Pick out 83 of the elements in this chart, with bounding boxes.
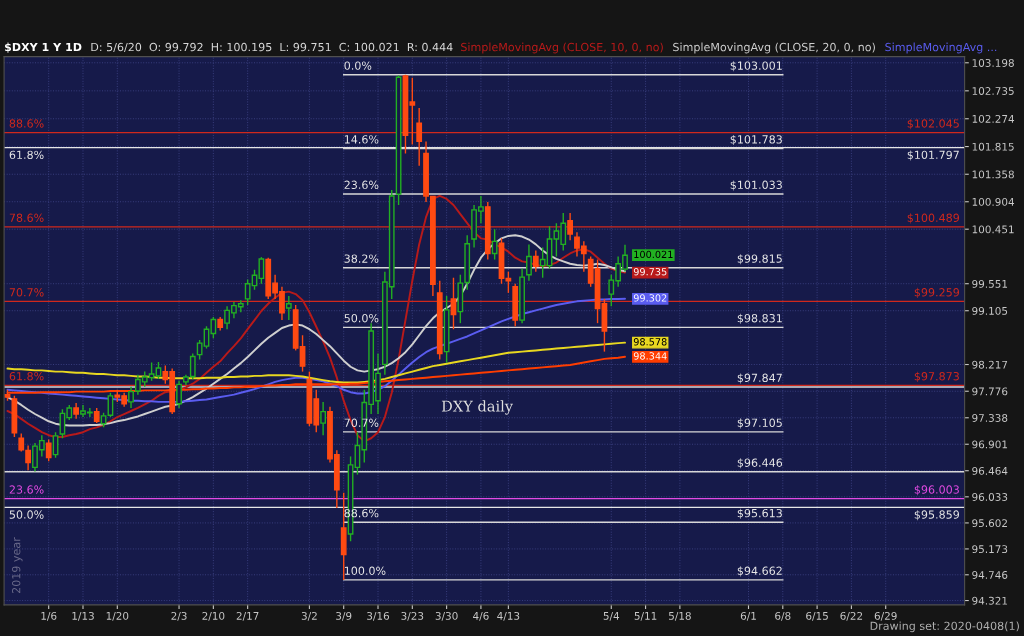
annotation: $103.001 [730, 61, 782, 72]
x-tick-label: 3/23 [401, 611, 424, 621]
x-tick-label: 3/30 [435, 611, 458, 621]
text: SimpleMovingAvg ... [885, 42, 997, 54]
x-tick-label: 3/2 [301, 611, 317, 621]
x-tick-label: 5/4 [603, 612, 620, 621]
annotation: 61.8% [9, 372, 44, 381]
x-tick-label: 2/3 [171, 611, 187, 621]
x-tick-label: 2/10 [202, 611, 225, 621]
data-label: 98.344 [633, 352, 667, 360]
annotation: $95.613 [737, 508, 782, 519]
annotation: $101.033 [730, 180, 782, 191]
annotation: $98.831 [737, 313, 782, 324]
y-tick-label: 99.105 [972, 306, 1008, 315]
y-tick-label: 100.451 [972, 225, 1014, 234]
x-tick-label: 6/8 [775, 611, 791, 621]
text: 100.021 [634, 250, 673, 259]
x-tick-label: 1/20 [106, 611, 129, 621]
x-tick-label: 3/16 [367, 611, 390, 621]
ref-line-label: $101.797 [907, 150, 959, 161]
y-tick-label: 101.358 [972, 170, 1014, 179]
annotation: DXY daily [441, 400, 514, 415]
x-tick-label: 3/9 [336, 611, 352, 621]
x-tick-label: 1/13 [72, 611, 94, 621]
x-tick-label: 5/18 [668, 611, 691, 621]
x-tick-label: 6/22 [840, 611, 863, 621]
ref-line-label: $99.259 [914, 287, 960, 298]
chart-subtitle: D: 5/6/20 O: 99.792 H: 100.195 L: 99.751 C: 100.021 R: 0.444 [91, 42, 453, 53]
annotation: 23.6% [344, 180, 379, 189]
annotation: 2019 year [11, 537, 23, 594]
y-tick-label: 96.901 [972, 440, 1008, 449]
y-tick-label: 100.904 [972, 197, 1015, 206]
x-tick-label: 4/13 [497, 611, 520, 621]
annotation: 50.0% [9, 510, 44, 519]
y-tick-label: 97.776 [972, 387, 1008, 396]
x-tick-label: 6/1 [740, 611, 756, 621]
x-tick-label: 1/6 [41, 611, 57, 621]
annotation: 0.0% [344, 61, 372, 70]
annotation: 88.6% [9, 119, 44, 128]
x-tick-label: 2/17 [236, 611, 259, 621]
annotation: $99.815 [737, 254, 782, 265]
y-tick-label: 96.464 [972, 466, 1008, 475]
data-label: 99.735 [633, 268, 667, 276]
data-label: 98.578 [633, 338, 667, 346]
chart-title: $DXY 1 Y 1D [4, 42, 82, 53]
y-tick-label: 99.551 [972, 279, 1008, 288]
ref-line-label: $100.489 [907, 213, 960, 224]
annotation: 70.7% [9, 288, 44, 297]
annotation: $96.446 [737, 458, 783, 469]
y-tick-label: 103.198 [972, 59, 1014, 67]
y-tick-label: 101.815 [972, 142, 1014, 151]
y-tick-label: 96.033 [972, 493, 1008, 501]
ref-line-label: $97.873 [914, 371, 959, 382]
annotation: 23.6% [9, 485, 44, 494]
ref-line-label: $96.003 [914, 485, 959, 496]
text: SimpleMovingAvg (CLOSE, 20, 0, no) [673, 42, 875, 54]
ref-line-label: $102.045 [907, 119, 959, 130]
annotation: 100.0% [344, 566, 386, 575]
annotation: $97.847 [737, 373, 782, 384]
annotation: 14.6% [344, 135, 379, 144]
text: Drawing set: 2020-0408(1) [870, 621, 1019, 633]
text: SimpleMovingAvg (CLOSE, 10, 0, no) [461, 42, 663, 54]
annotation: $94.662 [737, 566, 782, 577]
annotation: $97.105 [737, 418, 782, 429]
x-tick-label: 4/6 [473, 611, 489, 621]
x-tick-label: 5/11 [634, 612, 657, 621]
x-tick-label: 6/29 [874, 611, 897, 621]
y-tick-label: 102.274 [972, 114, 1015, 123]
ref-line-label: $95.859 [914, 510, 960, 521]
annotation: 50.0% [344, 313, 379, 323]
y-tick-label: 94.746 [972, 571, 1008, 579]
y-tick-label: 94.321 [972, 596, 1008, 605]
y-tick-label: 95.173 [972, 545, 1008, 554]
y-tick-label: 98.217 [972, 360, 1008, 369]
annotation: $101.783 [730, 134, 782, 146]
annotation: 38.2% [344, 254, 379, 263]
data-label: 99.302 [633, 294, 667, 302]
x-tick-label: 6/15 [806, 611, 828, 621]
y-tick-label: 102.735 [972, 87, 1014, 95]
y-tick-label: 95.602 [972, 519, 1007, 528]
y-tick-label: 97.338 [972, 414, 1008, 422]
annotation: 78.6% [9, 213, 44, 222]
annotation: 61.8% [9, 150, 44, 160]
